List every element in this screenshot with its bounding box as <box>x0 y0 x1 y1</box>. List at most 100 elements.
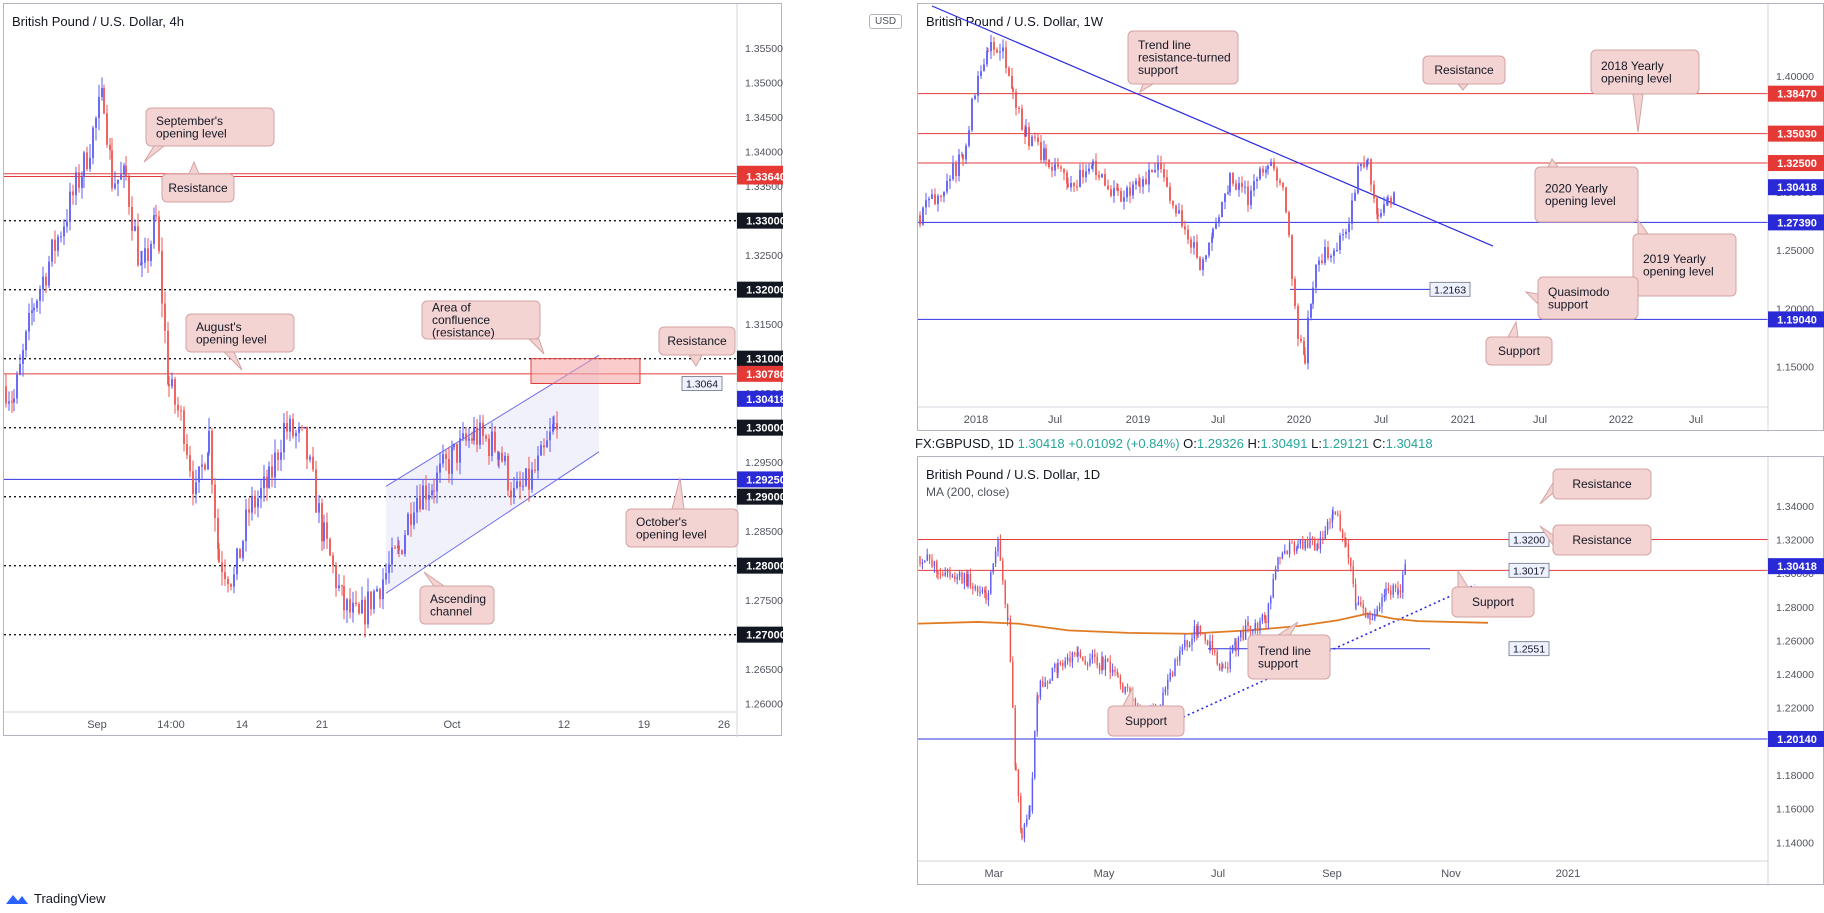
candle <box>1324 530 1326 539</box>
candle <box>986 51 988 65</box>
candle <box>961 572 963 584</box>
candle <box>1204 634 1206 641</box>
y-tick-label: 1.35500 <box>745 43 783 55</box>
candle <box>1345 542 1347 545</box>
candle <box>131 206 133 231</box>
candle <box>153 215 155 244</box>
candle <box>1171 672 1174 677</box>
price-badge <box>1768 85 1824 102</box>
price-label <box>681 376 723 391</box>
candle <box>1306 540 1309 548</box>
candle <box>236 548 238 575</box>
candle <box>1227 192 1229 194</box>
high-label: H: <box>1247 436 1261 451</box>
chart-panel-daily[interactable]: British Pound / U.S. Dollar, 1D MA (200,… <box>917 456 1824 886</box>
candle <box>1174 659 1176 677</box>
candle <box>1179 651 1181 654</box>
candle <box>949 571 951 577</box>
candle <box>1221 666 1223 671</box>
candle <box>1282 182 1284 188</box>
tradingview-brand[interactable]: TradingView <box>6 891 106 906</box>
candle <box>95 118 97 128</box>
price-badge <box>737 390 783 407</box>
last-price: 1.30418 <box>1017 436 1065 451</box>
price-badge-label: 1.33640 <box>746 171 783 183</box>
candle <box>1191 638 1193 645</box>
candle <box>1231 645 1234 652</box>
chart-panel-4h[interactable]: British Pound / U.S. Dollar, 4h USD 1.35… <box>3 3 903 737</box>
chart-title: British Pound / U.S. Dollar, 1D <box>926 467 1101 482</box>
candle <box>1270 161 1272 166</box>
price-badge-label: 1.35030 <box>1777 129 1817 141</box>
callout-pointer <box>222 351 243 371</box>
candle <box>158 216 160 252</box>
candle <box>1392 585 1394 595</box>
candle <box>1077 652 1079 656</box>
candle <box>1360 602 1362 605</box>
x-tick-label: 2020 <box>1287 414 1311 426</box>
candle <box>943 191 945 197</box>
candle <box>459 438 461 463</box>
chart-canvas-daily[interactable]: 1.340001.320001.300001.280001.260001.240… <box>918 457 1824 886</box>
candle <box>1209 640 1211 651</box>
callout-box <box>1534 166 1639 223</box>
candle <box>346 599 348 611</box>
x-tick-label: 21 <box>316 719 328 731</box>
candle <box>33 307 35 311</box>
candle <box>51 239 53 262</box>
candle <box>103 87 105 114</box>
ohlc-readout: FX:GBPUSD, 1D 1.30418 +0.01092 (+0.84%) … <box>915 436 1433 451</box>
candle <box>391 547 393 565</box>
candle <box>260 488 262 499</box>
candle <box>280 452 282 460</box>
candle <box>1098 665 1101 671</box>
candle <box>1254 623 1256 631</box>
currency-button[interactable]: USD <box>869 14 903 29</box>
candle <box>1376 609 1378 616</box>
price-badge <box>737 626 783 643</box>
candle <box>1076 186 1078 188</box>
candle <box>1009 618 1012 662</box>
candle <box>537 455 539 471</box>
price-badge-label: 1.20140 <box>1777 734 1817 746</box>
candle <box>1247 621 1249 626</box>
candle <box>1357 602 1360 605</box>
chart-panel-weekly[interactable]: British Pound / U.S. Dollar, 1W 1.40000 1… <box>917 3 1824 432</box>
candle <box>1057 164 1059 167</box>
indicator-label[interactable]: MA (200, close) <box>926 485 1010 499</box>
x-tick-label: 12 <box>558 719 570 731</box>
candle <box>951 576 954 578</box>
callout-text: Resistance <box>1572 477 1632 491</box>
candle <box>1399 590 1402 593</box>
candle <box>83 152 85 177</box>
candle <box>1184 640 1186 648</box>
candle <box>1341 530 1344 538</box>
candle <box>1025 127 1027 137</box>
candle <box>204 464 206 470</box>
callout-support: Support <box>1485 320 1553 366</box>
y-tick-label: 1.28500 <box>745 526 783 538</box>
callout-resistance-1.3200: Resistance <box>1539 468 1652 505</box>
candle <box>128 176 130 207</box>
candle <box>283 422 285 453</box>
candle <box>921 562 924 564</box>
trend-line <box>931 5 1494 247</box>
candle <box>1157 163 1159 171</box>
candle <box>1235 183 1237 190</box>
candle <box>999 51 1001 53</box>
candle <box>1048 159 1050 168</box>
candle <box>919 556 921 564</box>
chart-canvas-4h[interactable]: 1.355001.350001.345001.340001.335001.330… <box>4 4 783 737</box>
chart-canvas-weekly[interactable]: 1.400001.350001.300001.250001.200001.150… <box>918 4 1824 432</box>
candle <box>1302 539 1304 549</box>
candle <box>1374 615 1376 619</box>
candle <box>1028 127 1030 146</box>
callout-box <box>1247 634 1331 680</box>
candle <box>147 248 149 261</box>
candle <box>1352 566 1354 585</box>
candle <box>1066 657 1069 661</box>
candle <box>1294 279 1296 307</box>
y-tick-label: 1.29500 <box>745 457 783 469</box>
candle <box>335 565 337 589</box>
candle <box>491 431 493 456</box>
